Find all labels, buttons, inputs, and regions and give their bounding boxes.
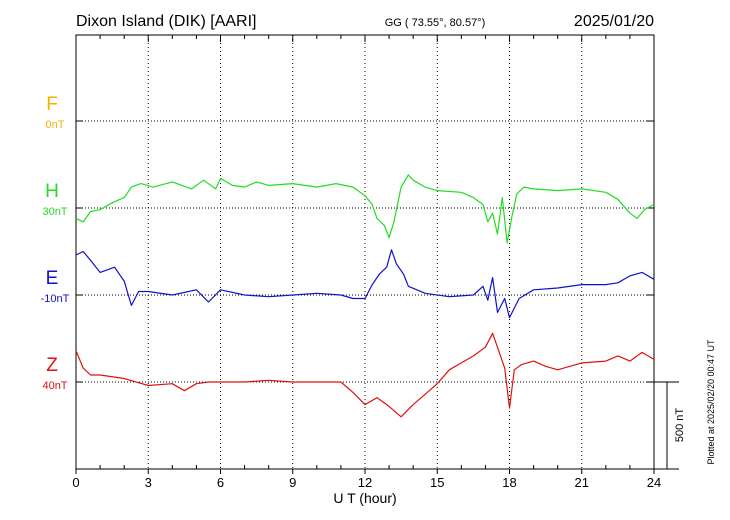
series-baseline-H: 30nT xyxy=(42,206,67,218)
series-label-H: H xyxy=(45,181,59,202)
station-coords: GG ( 73.55°, 80.57°) xyxy=(385,17,486,29)
series-baseline-Z: 40nT xyxy=(42,380,67,392)
chart-date: 2025/01/20 xyxy=(574,13,654,30)
x-tick-label-0: 0 xyxy=(72,475,79,490)
x-axis-tick-labels: 0 3 6 9 12 15 18 21 24 xyxy=(72,475,661,490)
series-label-Z: Z xyxy=(46,355,58,376)
x-axis-ticks xyxy=(75,35,655,474)
series-label-E: E xyxy=(46,268,59,289)
x-tick-label-9: 9 xyxy=(289,475,296,490)
scale-bar: 500 nT xyxy=(654,381,686,470)
x-tick-label-15: 15 xyxy=(430,475,444,490)
plotted-timestamp: Plotted at 2025/02/20 00:47 UT xyxy=(706,339,716,465)
series-traces xyxy=(75,174,655,418)
x-tick-label-18: 18 xyxy=(502,475,516,490)
series-baseline-E: -10nT xyxy=(41,293,70,305)
x-tick-label-21: 21 xyxy=(575,475,589,490)
x-tick-label-3: 3 xyxy=(145,475,152,490)
series-baseline-F: 0nT xyxy=(46,119,65,131)
series-label-F: F xyxy=(46,94,58,115)
trace-E xyxy=(75,249,655,319)
trace-H xyxy=(75,174,655,244)
station-title: Dixon Island (DIK) [AARI] xyxy=(76,13,257,30)
scale-bar-label: 500 nT xyxy=(674,408,686,443)
x-tick-label-24: 24 xyxy=(647,475,661,490)
series-labels: F 0nT H 30nT E -10nT Z 40nT xyxy=(41,94,70,392)
vertical-gridlines xyxy=(147,35,583,469)
x-tick-label-6: 6 xyxy=(217,475,224,490)
x-tick-label-12: 12 xyxy=(358,475,372,490)
trace-Z xyxy=(75,332,655,418)
x-axis-label: U T (hour) xyxy=(333,490,396,506)
